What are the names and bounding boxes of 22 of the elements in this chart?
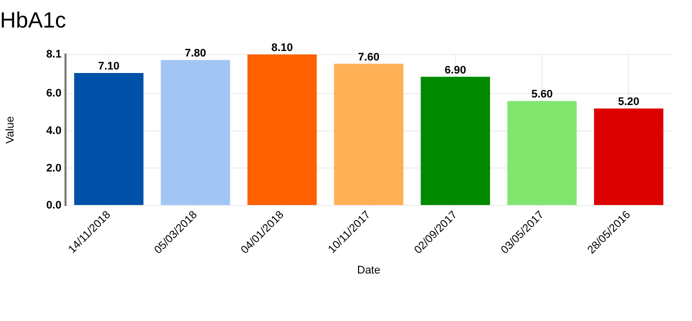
data-label: 5.60 [531, 88, 553, 101]
chart-title: HbA1c [0, 7, 66, 32]
bar [420, 76, 490, 206]
bar [74, 73, 144, 206]
data-label: 8.10 [271, 42, 293, 54]
y-tick-label: 0.0 [46, 200, 62, 212]
y-tick-label: 6.0 [46, 88, 62, 100]
data-label: 7.60 [358, 51, 380, 64]
data-label: 5.20 [618, 96, 640, 108]
bar [334, 64, 404, 206]
bar [594, 108, 664, 206]
bar [247, 54, 317, 206]
bar [507, 101, 577, 206]
data-label: 7.10 [98, 60, 120, 73]
x-axis-title: Date [357, 264, 380, 276]
y-tick-label: 8.1 [46, 48, 62, 60]
data-label: 6.90 [444, 64, 466, 76]
y-tick-label: 2.0 [46, 162, 62, 174]
y-axis-title: Value [4, 116, 17, 144]
data-label: 7.80 [184, 48, 206, 60]
bar [160, 60, 230, 206]
y-tick-label: 4.0 [46, 124, 62, 137]
